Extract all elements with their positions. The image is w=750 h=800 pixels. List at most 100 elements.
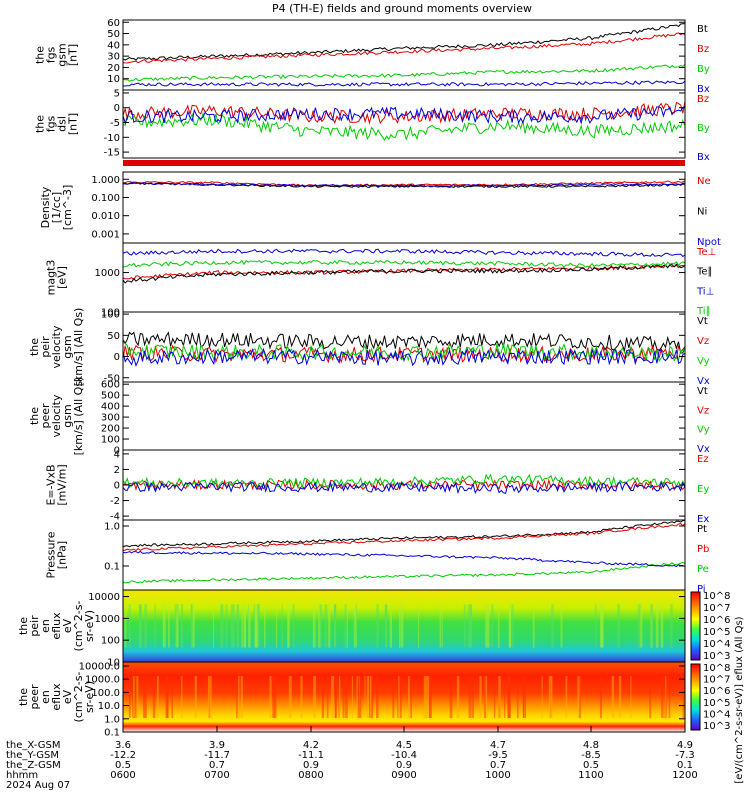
y-tick-label: -10 — [104, 133, 120, 144]
spectrogram-striation — [479, 676, 482, 718]
legend-entry: Npot — [697, 237, 721, 248]
x-row-value: 0.7 — [490, 760, 506, 771]
spectrogram-striation — [318, 604, 321, 648]
series-line-Pe — [122, 561, 686, 584]
series-line-Bz — [122, 32, 686, 64]
y-tick-label: 0 — [114, 352, 120, 363]
spectrogram-striation — [344, 604, 347, 648]
series-line-Vt — [122, 331, 686, 354]
series-line-Pb — [122, 523, 686, 552]
y-tick-label: 0.100 — [91, 193, 120, 204]
spectrogram-striation — [288, 676, 292, 718]
colorbar-1: 10^310^410^510^610^710^8 — [690, 591, 730, 662]
spectrogram-striation — [324, 604, 328, 648]
spectrogram-striation — [668, 676, 671, 718]
spectrogram-striation — [264, 604, 266, 648]
y-tick-label: 50 — [107, 29, 120, 40]
spectrogram-striation — [599, 604, 603, 648]
spectrogram-striation — [212, 604, 214, 648]
y-tick-label: 100 — [101, 308, 120, 319]
spectrogram-striation — [281, 604, 283, 648]
panel-frame — [122, 381, 686, 451]
spectrogram-striation — [594, 604, 597, 648]
x-row-value: 0900 — [391, 770, 416, 781]
spectrogram-striation — [509, 604, 511, 648]
date-label: 2024 Aug 07 — [6, 780, 70, 791]
spectrogram-striation — [565, 676, 568, 718]
series-line-Bz — [122, 101, 686, 125]
legend-entry: Ni — [697, 207, 707, 218]
y-tick-label: 500 — [101, 391, 120, 402]
panel-frame — [122, 519, 686, 591]
spectrogram-striation — [232, 604, 235, 648]
spectrogram-striation — [541, 676, 543, 718]
series-line-Bx — [122, 105, 686, 125]
x-row-value: 1100 — [578, 770, 603, 781]
spectrogram-striation — [353, 604, 357, 648]
x-row-value: 0.1 — [677, 760, 693, 771]
spectrogram-striation — [154, 604, 156, 648]
y-tick-label: 5 — [114, 88, 120, 99]
spectrogram-striation — [532, 604, 535, 648]
spectrogram-striation — [345, 676, 348, 718]
spectrogram-striation — [392, 676, 395, 718]
legend-entry: Bz — [697, 44, 709, 55]
x-axis-annotation: the_X-GSM 3.6 3.9 4.2 4.5 4.7 4.8 4.9 the_Y-GSM -… — [6, 726, 698, 791]
y-tick-label: 40 — [107, 40, 120, 51]
spectrogram-striation — [207, 676, 210, 718]
spectrogram-striation — [221, 604, 224, 648]
spectrogram-striation — [171, 676, 174, 718]
spectrogram-striation — [486, 604, 490, 648]
legend-entry: Ex — [697, 514, 709, 525]
spectrogram-striation — [423, 676, 427, 718]
spectrogram-striation — [371, 676, 374, 718]
x-row-value: 3.6 — [115, 740, 131, 751]
series-line-Pt — [122, 520, 685, 548]
spectrogram-striation — [334, 604, 337, 648]
colorbar-tick-label: 10^4 — [703, 639, 730, 650]
spectrogram-striation — [240, 676, 243, 718]
spectrogram-striation — [133, 676, 135, 718]
legend-entry: Vx — [697, 376, 710, 387]
spectrogram-striation — [312, 604, 316, 648]
spectrogram-striation — [408, 676, 410, 718]
spectrogram-striation — [665, 676, 667, 718]
spectrogram-striation — [143, 676, 146, 718]
panels-group: 102030405060thefgsgsm[nT]BtBzByBx-15-10-… — [17, 18, 721, 739]
legend-entry: Bx — [697, 152, 710, 163]
panel-temperature: 100 1000 magt3[eV] Te⊥ Te∥ Ti⊥ Ti∥ — [45, 242, 716, 319]
spectrogram-striation — [669, 604, 673, 648]
colorbars-group: 10^310^410^510^610^710^810^310^410^510^6… — [690, 591, 745, 784]
spectrogram-striation — [491, 604, 494, 648]
spectrogram-striation — [649, 676, 652, 718]
x-row-value: 1000 — [485, 770, 510, 781]
spectrogram-striation — [241, 604, 243, 648]
spectrogram-striation — [292, 604, 295, 648]
legend-entry: Bx — [697, 84, 710, 95]
x-row-value: 4.8 — [583, 740, 599, 751]
spectrogram-striation — [484, 676, 488, 718]
spectrogram-striation — [449, 676, 453, 718]
legend-entry: By — [697, 123, 710, 134]
spectrogram-striation — [287, 604, 289, 648]
spectrogram-striation — [548, 676, 552, 718]
spectrogram-striation — [400, 604, 404, 648]
spectrogram-striation — [637, 604, 641, 648]
spectrogram-striation — [356, 676, 358, 718]
y-tick-label: 10 — [107, 74, 120, 85]
panel-peir-velocity: -50 0 50 100 thepeirvelocitygsm[km/s] (All Q… — [28, 308, 710, 387]
colorbar-tick-label: 10^7 — [703, 603, 730, 614]
spectrogram-striation — [511, 604, 514, 648]
spectrogram-striation — [560, 604, 563, 648]
y-tick-label: 1.0 — [104, 522, 120, 533]
spectrogram-striation — [386, 604, 388, 648]
series-line-Ez — [122, 478, 686, 492]
panel-frame — [122, 19, 686, 91]
colorbar-tick-label: 10^5 — [703, 698, 730, 709]
spectrogram-striation — [498, 676, 501, 718]
spectrogram-striation — [342, 676, 345, 718]
legend-entry: Ez — [697, 454, 709, 465]
series-line-Ti∥ — [122, 259, 686, 268]
series-line-Bt — [122, 23, 686, 61]
